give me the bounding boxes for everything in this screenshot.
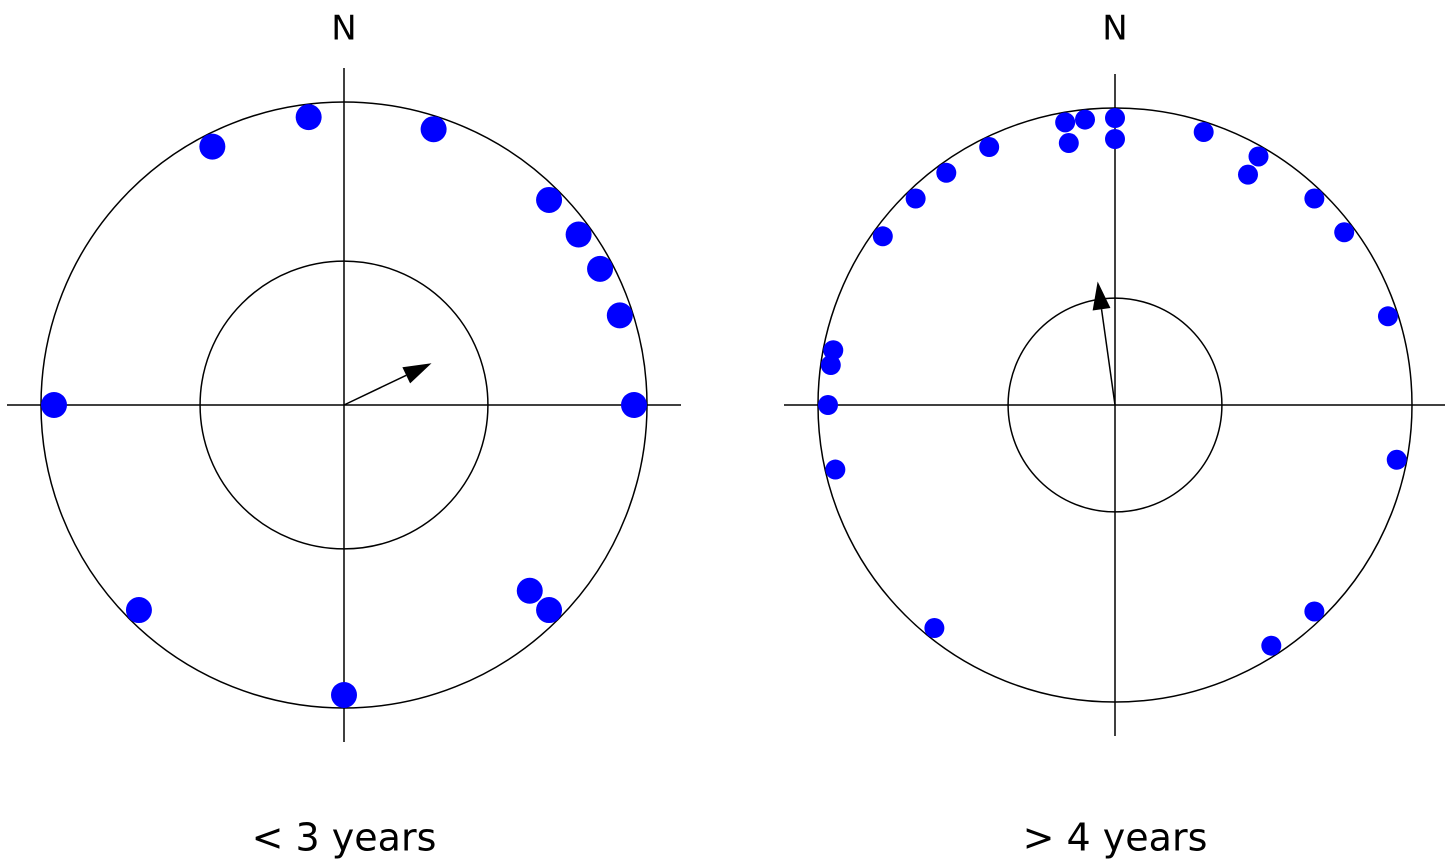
data-point [1105,129,1125,149]
critical-circle [1007,297,1223,513]
data-point [1055,112,1076,133]
data-point [536,597,563,624]
mean-vector-head [402,363,432,384]
data-point [199,133,226,160]
north-label: N [331,9,356,49]
data-point [1238,164,1258,185]
data-point [823,340,844,361]
data-point [1105,108,1125,128]
data-point [1058,133,1079,154]
data-point [1386,449,1407,470]
data-point [924,618,945,639]
north-label: N [1102,9,1127,49]
data-point [1261,635,1282,656]
data-point [872,226,893,247]
mean-vector-head [1092,281,1111,311]
data-point [1334,222,1355,243]
data-point [420,116,447,143]
caption: > 4 years [1023,816,1208,860]
caption: < 3 years [252,816,437,860]
data-point [1193,122,1214,143]
data-point [979,137,1000,158]
data-point [825,459,846,480]
data-point [295,104,322,131]
data-point [41,392,67,418]
data-point [905,188,926,209]
data-point [587,255,614,282]
mean-vector [343,374,407,406]
data-point [565,221,592,248]
data-point [536,186,563,213]
data-point [606,302,633,329]
data-point [936,162,957,183]
data-point [516,577,543,604]
data-point [331,682,357,708]
data-point [1304,601,1325,622]
data-point [1377,306,1398,327]
data-point [818,395,838,415]
data-point [1075,109,1096,130]
mean-vector [1100,309,1116,406]
data-point [621,392,647,418]
data-point [125,597,152,624]
data-point [820,355,841,376]
critical-circle [199,260,489,550]
data-point [1248,146,1269,167]
data-point [1304,188,1325,209]
